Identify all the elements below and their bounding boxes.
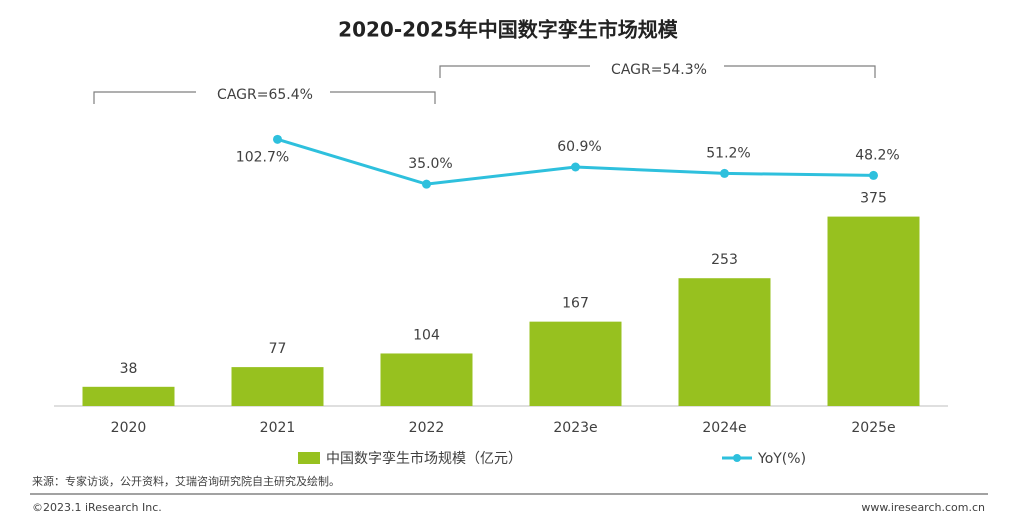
- annotation: CAGR=65.4%: [217, 87, 313, 103]
- legend-swatch: [298, 452, 320, 464]
- cagr-bracket: [93, 91, 436, 104]
- data-label: 253: [711, 252, 738, 268]
- x-tick-label: 2025e: [851, 420, 895, 436]
- bar: [678, 278, 771, 406]
- data-label: 48.2%: [855, 147, 899, 163]
- data-label: 102.7%: [236, 149, 289, 165]
- bar: [231, 367, 324, 406]
- data-label: 77: [269, 341, 287, 357]
- legend-label: YoY(%): [757, 451, 806, 467]
- bar: [529, 321, 622, 406]
- x-tick-label: 2023e: [553, 420, 597, 436]
- data-label: 375: [860, 191, 887, 207]
- source-note: 来源：专家访谈，公开资料，艾瑞咨询研究院自主研究及绘制。: [32, 474, 340, 488]
- data-label: 38: [120, 361, 138, 377]
- legend-swatch: [733, 454, 741, 462]
- x-tick-label: 2024e: [702, 420, 746, 436]
- data-label: 51.2%: [706, 145, 750, 161]
- cagr-bracket: [439, 65, 876, 78]
- line-point: [720, 168, 729, 178]
- line-point: [571, 162, 580, 172]
- website: www.iresearch.com.cn: [861, 501, 985, 514]
- bar: [827, 216, 920, 406]
- data-label: 104: [413, 327, 440, 343]
- data-label: 167: [562, 296, 589, 312]
- legend-label: 中国数字孪生市场规模（亿元）: [326, 450, 522, 467]
- line-point: [273, 134, 282, 144]
- line-point: [869, 170, 878, 180]
- copyright: ©2023.1 iResearch Inc.: [32, 501, 162, 514]
- x-tick-label: 2021: [260, 420, 296, 436]
- annotation: CAGR=54.3%: [611, 62, 707, 78]
- line-point: [422, 179, 431, 189]
- data-label: 35.0%: [408, 156, 452, 172]
- data-label: 60.9%: [557, 139, 601, 155]
- chart-title: 2020-2025年中国数字孪生市场规模: [338, 18, 679, 42]
- x-tick-label: 2020: [111, 420, 147, 436]
- bar: [82, 386, 175, 406]
- bar: [380, 353, 473, 406]
- x-tick-label: 2022: [409, 420, 445, 436]
